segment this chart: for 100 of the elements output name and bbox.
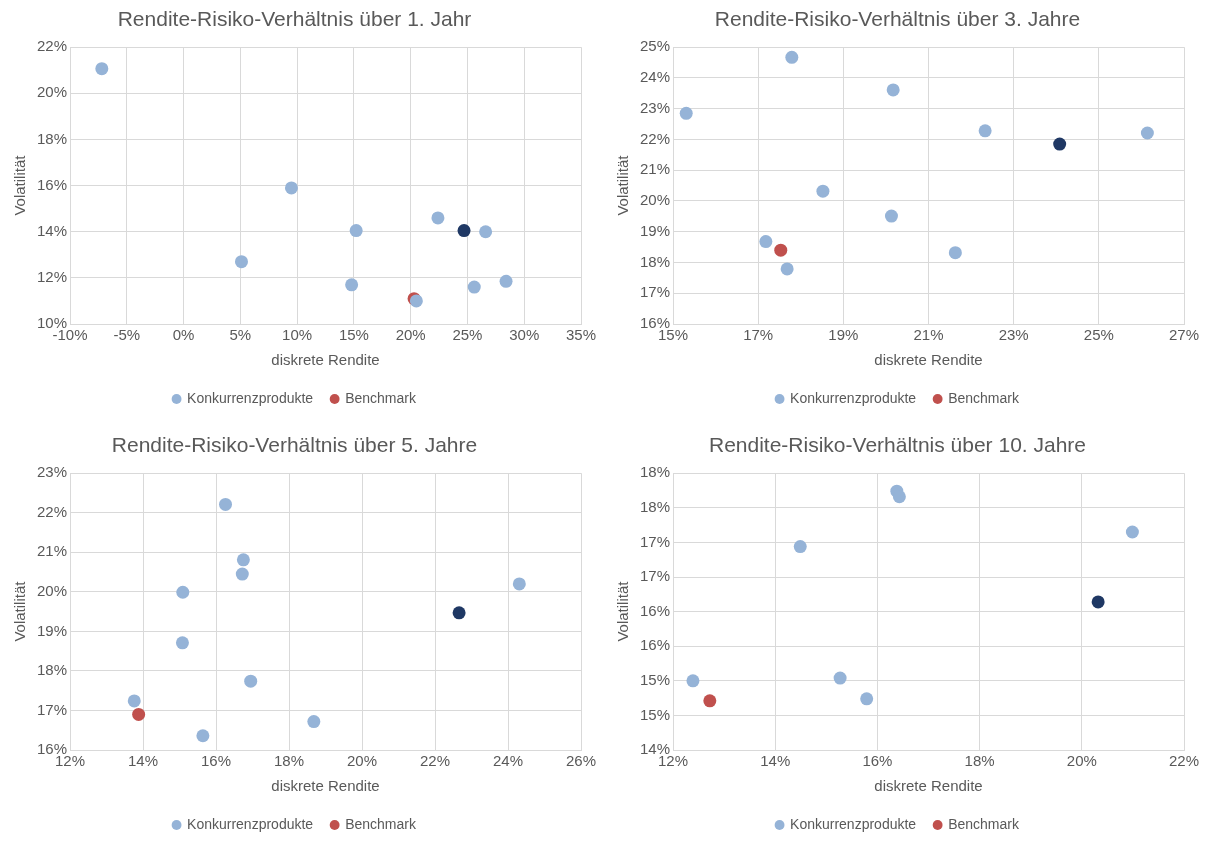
- point: [467, 280, 481, 294]
- x-tick-label: 23%: [998, 326, 1029, 344]
- y-tick-label: 15%: [639, 705, 671, 723]
- y-tick-label: 20%: [36, 83, 68, 101]
- x-tick-label: -5%: [113, 326, 141, 344]
- chart-title: Rendite-Risiko-Verhältnis über 10. Jahre: [708, 433, 1087, 457]
- y-tick-label: 19%: [639, 221, 671, 239]
- point: [833, 671, 847, 685]
- point: [774, 243, 788, 257]
- point: [703, 694, 717, 708]
- y-tick-label: 12%: [36, 268, 68, 286]
- y-tick-label: 21%: [639, 160, 671, 178]
- legend-label: Benchmark: [948, 815, 1020, 832]
- x-tick-label: 25%: [1083, 326, 1114, 344]
- legend-label: Konkurrenzprodukte: [790, 815, 917, 832]
- point: [235, 567, 249, 581]
- y-tick-label: 22%: [36, 502, 68, 520]
- y-tick-label: 18%: [639, 252, 671, 270]
- point: [948, 246, 962, 260]
- legend-label: Konkurrenzprodukte: [790, 389, 917, 406]
- point: [345, 278, 359, 292]
- point: [892, 490, 906, 504]
- point: [127, 694, 141, 708]
- point: [132, 707, 146, 721]
- point: [759, 235, 773, 249]
- point: [431, 211, 445, 225]
- point: [236, 553, 250, 567]
- y-tick-label: 23%: [639, 98, 671, 116]
- point: [884, 209, 898, 223]
- point: [1091, 595, 1105, 609]
- point: [816, 184, 830, 198]
- point: [1140, 126, 1154, 140]
- x-tick-label: 20%: [346, 752, 378, 770]
- x-tick-label: 14%: [760, 752, 791, 770]
- x-tick-label: 21%: [913, 326, 944, 344]
- y-tick-label: 23%: [36, 463, 68, 481]
- point: [1125, 525, 1139, 539]
- point: [284, 181, 298, 195]
- y-tick-label: 18%: [36, 129, 68, 147]
- point: [176, 585, 190, 599]
- x-tick-label: 16%: [862, 752, 893, 770]
- y-axis-title: Volatilität: [614, 580, 632, 642]
- chart-title: Rendite-Risiko-Verhältnis über 1. Jahr: [117, 7, 472, 31]
- y-tick-label: 20%: [36, 581, 68, 599]
- point: [452, 606, 466, 620]
- x-tick-label: 20%: [395, 326, 426, 344]
- x-axis-title: diskrete Rendite: [271, 777, 380, 795]
- y-axis-title: Volatilität: [11, 580, 29, 642]
- y-axis-title: Volatilität: [11, 154, 29, 216]
- x-tick-label: 25%: [452, 326, 483, 344]
- point: [95, 62, 109, 76]
- y-tick-label: 19%: [36, 621, 68, 639]
- x-tick-label: 20%: [1066, 752, 1097, 770]
- x-axis-title: diskrete Rendite: [874, 777, 983, 795]
- point: [307, 715, 321, 729]
- point: [512, 577, 526, 591]
- chart-title: Rendite-Risiko-Verhältnis über 3. Jahre: [714, 7, 1081, 31]
- y-tick-label: 16%: [639, 601, 671, 619]
- point: [780, 262, 794, 276]
- y-tick-label: 15%: [639, 670, 671, 688]
- x-tick-label: 22%: [419, 752, 451, 770]
- point: [457, 224, 471, 238]
- x-tick-label: 16%: [201, 752, 232, 770]
- point: [886, 83, 900, 97]
- y-tick-label: 18%: [36, 661, 68, 679]
- point: [860, 692, 874, 706]
- y-tick-label: 18%: [639, 497, 671, 515]
- point: [686, 674, 700, 688]
- y-axis-title: Volatilität: [614, 154, 632, 216]
- x-tick-label: 30%: [509, 326, 540, 344]
- x-tick-label: 0%: [172, 326, 195, 344]
- y-tick-label: 16%: [639, 636, 671, 654]
- y-tick-label: 25%: [639, 37, 671, 55]
- point: [349, 224, 363, 238]
- legend-label: Konkurrenzprodukte: [187, 815, 314, 832]
- x-tick-label: 18%: [964, 752, 995, 770]
- y-tick-label: 17%: [639, 567, 671, 585]
- x-axis-title: diskrete Rendite: [271, 351, 380, 369]
- x-tick-label: 35%: [565, 326, 597, 344]
- legend-label: Benchmark: [948, 389, 1020, 406]
- point: [234, 255, 248, 269]
- x-tick-label: 26%: [565, 752, 597, 770]
- x-axis-title: diskrete Rendite: [874, 351, 983, 369]
- point: [196, 729, 210, 743]
- point: [244, 674, 258, 688]
- point: [785, 50, 799, 64]
- y-tick-label: 16%: [36, 175, 68, 193]
- point: [793, 540, 807, 554]
- point: [978, 124, 992, 138]
- y-tick-label: 17%: [36, 700, 68, 718]
- x-tick-label: 17%: [743, 326, 774, 344]
- y-tick-label: 24%: [639, 68, 671, 86]
- point: [219, 497, 233, 511]
- y-tick-label: 18%: [639, 463, 671, 481]
- x-tick-label: 24%: [492, 752, 524, 770]
- point: [479, 225, 493, 239]
- point: [499, 274, 513, 288]
- x-tick-label: 18%: [274, 752, 305, 770]
- legend-label: Benchmark: [345, 389, 417, 406]
- y-tick-label: 21%: [36, 542, 68, 560]
